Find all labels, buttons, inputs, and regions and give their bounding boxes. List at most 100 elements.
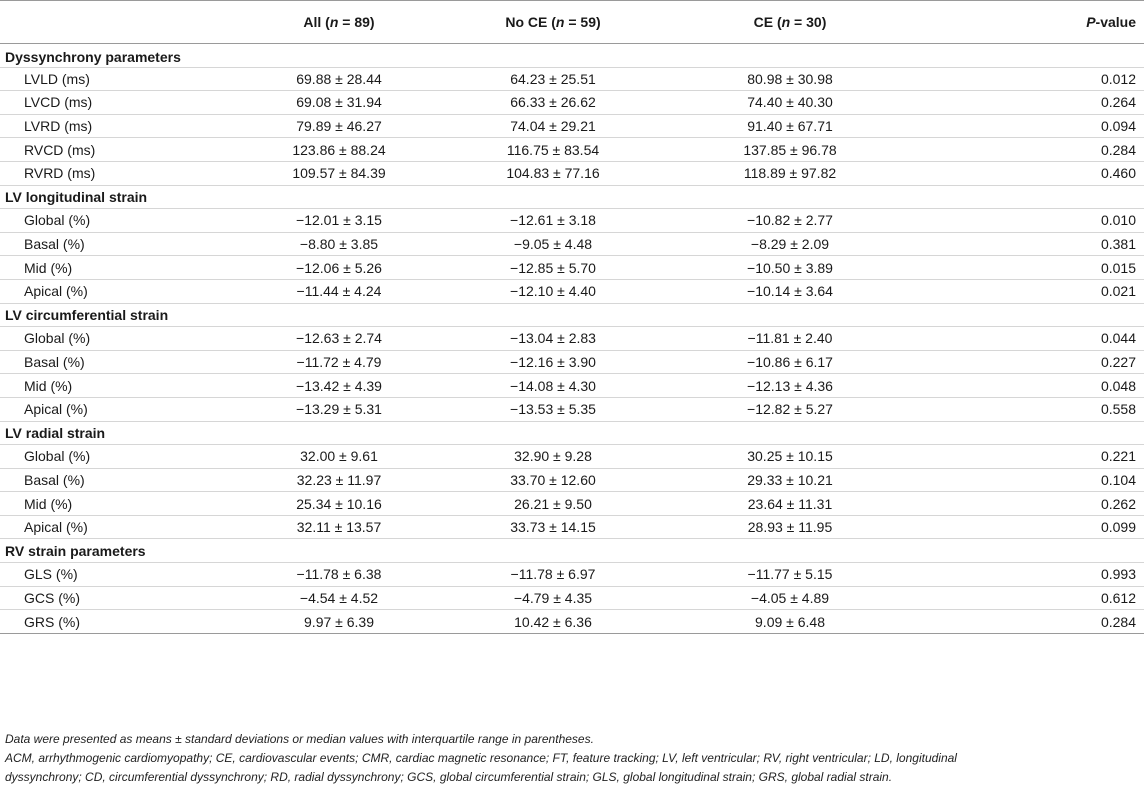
cell-p-value: 0.021: [908, 279, 1144, 304]
cell-no-ce: 66.33 ± 26.62: [434, 90, 672, 115]
table-row: Mid (%) −12.06 ± 5.26 −12.85 ± 5.70 −10.50 …: [0, 255, 1144, 280]
row-label: Apical (%): [0, 515, 244, 540]
cell-p-value: 0.612: [908, 586, 1144, 611]
cell-p-value: 0.015: [908, 255, 1144, 280]
cell-all: −4.54 ± 4.52: [244, 586, 434, 611]
cell-p-value: 0.284: [908, 137, 1144, 162]
results-table: All (n = 89) No CE (n = 59) CE (n = 30) …: [0, 0, 1144, 634]
cell-no-ce: 32.90 ± 9.28: [434, 444, 672, 469]
cell-p-value: 0.012: [908, 67, 1144, 92]
section-title: RV strain parameters: [0, 538, 1144, 564]
cell-ce: 74.40 ± 40.30: [672, 90, 908, 115]
row-label: GRS (%): [0, 609, 244, 634]
cell-p-value: 0.284: [908, 609, 1144, 634]
cell-ce: 28.93 ± 11.95: [672, 515, 908, 540]
cell-ce: −11.81 ± 2.40: [672, 326, 908, 351]
section-header-row: LV radial strain: [0, 421, 1144, 446]
cell-no-ce: 10.42 ± 6.36: [434, 609, 672, 634]
header-ce: CE (n = 30): [672, 0, 908, 44]
header-p-suffix: -value: [1095, 14, 1136, 30]
header-no-ce: No CE (n = 59): [434, 0, 672, 44]
row-label: Global (%): [0, 444, 244, 469]
row-label: Basal (%): [0, 232, 244, 257]
cell-ce: −10.50 ± 3.89: [672, 255, 908, 280]
cell-all: −8.80 ± 3.85: [244, 232, 434, 257]
cell-all: 69.88 ± 28.44: [244, 67, 434, 92]
cell-no-ce: 64.23 ± 25.51: [434, 67, 672, 92]
row-label: Mid (%): [0, 373, 244, 398]
row-label: Apical (%): [0, 279, 244, 304]
header-p-value: P-value: [908, 0, 1144, 44]
row-label: Mid (%): [0, 491, 244, 516]
section-header-row: LV circumferential strain: [0, 303, 1144, 328]
cell-all: −13.29 ± 5.31: [244, 397, 434, 422]
cell-ce: 23.64 ± 11.31: [672, 491, 908, 516]
cell-all: −12.06 ± 5.26: [244, 255, 434, 280]
header-no-ce-label: No CE (: [505, 14, 556, 30]
cell-no-ce: 116.75 ± 83.54: [434, 137, 672, 162]
section-title: LV radial strain: [0, 421, 1144, 446]
cell-all: −11.44 ± 4.24: [244, 279, 434, 304]
cell-ce: 80.98 ± 30.98: [672, 67, 908, 92]
table-row: LVLD (ms) 69.88 ± 28.44 64.23 ± 25.51 80.98…: [0, 67, 1144, 92]
cell-no-ce: 74.04 ± 29.21: [434, 114, 672, 139]
header-ce-label: CE (: [753, 14, 782, 30]
row-label: RVRD (ms): [0, 161, 244, 186]
row-label: RVCD (ms): [0, 137, 244, 162]
table-row: GRS (%) 9.97 ± 6.39 10.42 ± 6.36 9.09 ± 6.4…: [0, 609, 1144, 634]
cell-no-ce: −13.53 ± 5.35: [434, 397, 672, 422]
cell-ce: 118.89 ± 97.82: [672, 161, 908, 186]
table-row: Basal (%) 32.23 ± 11.97 33.70 ± 12.60 29.33…: [0, 468, 1144, 493]
header-no-ce-n: n: [555, 14, 565, 30]
header-all: All (n = 89): [244, 0, 434, 44]
cell-ce: 9.09 ± 6.48: [672, 609, 908, 634]
table-header: All (n = 89) No CE (n = 59) CE (n = 30) …: [0, 0, 1144, 44]
table-row: Apical (%) −11.44 ± 4.24 −12.10 ± 4.40 −10.…: [0, 279, 1144, 304]
cell-all: −13.42 ± 4.39: [244, 373, 434, 398]
cell-all: −11.78 ± 6.38: [244, 562, 434, 587]
cell-all: 69.08 ± 31.94: [244, 90, 434, 115]
cell-no-ce: 104.83 ± 77.16: [434, 161, 672, 186]
cell-no-ce: −11.78 ± 6.97: [434, 562, 672, 587]
row-label: Basal (%): [0, 468, 244, 493]
cell-all: −12.63 ± 2.74: [244, 326, 434, 351]
cell-p-value: 0.262: [908, 491, 1144, 516]
header-ce-count: = 30): [790, 14, 827, 30]
cell-ce: −11.77 ± 5.15: [672, 562, 908, 587]
row-label: Global (%): [0, 326, 244, 351]
table-row: Basal (%) −8.80 ± 3.85 −9.05 ± 4.48 −8.29 ±…: [0, 232, 1144, 257]
cell-all: 32.00 ± 9.61: [244, 444, 434, 469]
table-row: RVCD (ms) 123.86 ± 88.24 116.75 ± 83.54 137…: [0, 137, 1144, 162]
cell-ce: 137.85 ± 96.78: [672, 137, 908, 162]
cell-all: −11.72 ± 4.79: [244, 350, 434, 375]
table-row: Basal (%) −11.72 ± 4.79 −12.16 ± 3.90 −10.8…: [0, 350, 1144, 375]
cell-no-ce: −12.16 ± 3.90: [434, 350, 672, 375]
table-row: Mid (%) 25.34 ± 10.16 26.21 ± 9.50 23.64 ± …: [0, 491, 1144, 516]
cell-all: 109.57 ± 84.39: [244, 161, 434, 186]
cell-all: 32.11 ± 13.57: [244, 515, 434, 540]
row-label: Global (%): [0, 208, 244, 233]
section-title: Dyssynchrony parameters: [0, 43, 1144, 68]
cell-p-value: 0.993: [908, 562, 1144, 587]
cell-no-ce: −12.85 ± 5.70: [434, 255, 672, 280]
cell-p-value: 0.010: [908, 208, 1144, 233]
header-all-n: n: [329, 14, 339, 30]
row-label: Basal (%): [0, 350, 244, 375]
cell-no-ce: −9.05 ± 4.48: [434, 232, 672, 257]
table-row: Global (%) 32.00 ± 9.61 32.90 ± 9.28 30.25 …: [0, 444, 1144, 469]
cell-ce: −4.05 ± 4.89: [672, 586, 908, 611]
cell-p-value: 0.460: [908, 161, 1144, 186]
cell-all: 123.86 ± 88.24: [244, 137, 434, 162]
header-no-ce-count: = 59): [564, 14, 601, 30]
row-label: LVRD (ms): [0, 114, 244, 139]
cell-ce: −12.13 ± 4.36: [672, 373, 908, 398]
header-row: All (n = 89) No CE (n = 59) CE (n = 30) …: [0, 0, 1144, 44]
row-label: LVCD (ms): [0, 90, 244, 115]
cell-p-value: 0.227: [908, 350, 1144, 375]
cell-ce: 29.33 ± 10.21: [672, 468, 908, 493]
table-row: Apical (%) −13.29 ± 5.31 −13.53 ± 5.35 −12.…: [0, 397, 1144, 422]
section-header-row: RV strain parameters: [0, 538, 1144, 564]
cell-ce: −10.82 ± 2.77: [672, 208, 908, 233]
section-title: LV circumferential strain: [0, 303, 1144, 328]
cell-no-ce: 33.73 ± 14.15: [434, 515, 672, 540]
